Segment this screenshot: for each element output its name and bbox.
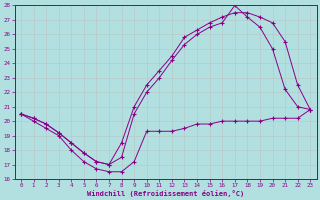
X-axis label: Windchill (Refroidissement éolien,°C): Windchill (Refroidissement éolien,°C) [87, 190, 244, 197]
